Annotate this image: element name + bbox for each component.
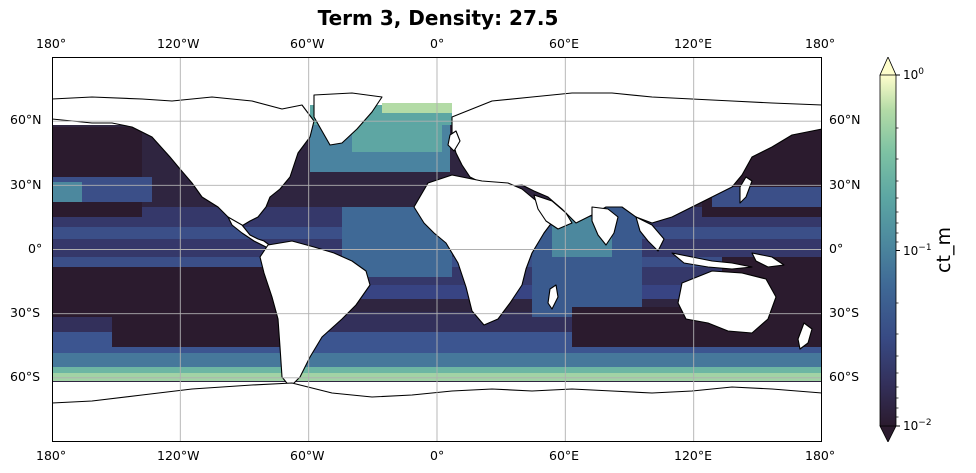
southeast-asia <box>635 216 665 252</box>
lon-tick-bottom: 180° <box>36 448 67 463</box>
australia <box>677 270 777 334</box>
lon-tick-top: 0° <box>430 36 445 51</box>
colorbar-tick-label: 100 <box>903 67 924 82</box>
lon-tick-bottom: 60°E <box>549 448 580 463</box>
lat-tick-right: 30°N <box>829 177 861 192</box>
colorbar-tick-label: 10−1 <box>903 243 932 258</box>
colorbar-extend-max <box>879 57 897 76</box>
map-frame <box>52 57 822 442</box>
greenland <box>313 92 383 146</box>
plot-title: Term 3, Density: 27.5 <box>317 6 559 30</box>
new-guinea <box>751 252 785 268</box>
lon-tick-top: 60°W <box>290 36 325 51</box>
lat-tick-right: 60°S <box>829 369 860 384</box>
lat-tick-left: 60°S <box>10 369 41 384</box>
japan <box>739 176 753 204</box>
indonesia <box>671 252 753 270</box>
gridlines <box>52 57 822 442</box>
madagascar <box>547 284 559 310</box>
lon-tick-bottom: 120°E <box>674 448 713 463</box>
lon-tick-bottom: 0° <box>430 448 445 463</box>
colorbar-tick-label: 10−2 <box>903 418 932 433</box>
new-zealand <box>797 322 813 350</box>
lon-tick-bottom: 120°W <box>157 448 200 463</box>
lat-tick-left: 60°N <box>10 112 42 127</box>
lon-tick-top: 180° <box>36 36 67 51</box>
lat-tick-right: 30°S <box>829 305 860 320</box>
colorbar-extend-min <box>879 425 897 442</box>
lon-tick-top: 180° <box>805 36 836 51</box>
lat-tick-left: 30°N <box>10 177 42 192</box>
lat-tick-left: 30°S <box>10 305 41 320</box>
lon-tick-top: 60°E <box>549 36 580 51</box>
lat-tick-left: 0° <box>28 241 43 256</box>
india <box>591 206 619 246</box>
lon-tick-top: 120°E <box>674 36 713 51</box>
lon-tick-top: 120°W <box>157 36 200 51</box>
british-isles <box>447 130 461 152</box>
lon-tick-bottom: 180° <box>805 448 836 463</box>
lon-tick-bottom: 60°W <box>290 448 325 463</box>
lat-tick-right: 60°N <box>829 112 861 127</box>
africa <box>413 174 557 326</box>
north-america <box>52 96 315 228</box>
colorbar-label: ct_m <box>933 227 955 273</box>
colorbar: 100 10−1 10−2 <box>879 57 932 442</box>
colorbar-gradient <box>880 75 896 426</box>
lat-tick-right: 0° <box>829 241 844 256</box>
world-map <box>52 57 822 442</box>
